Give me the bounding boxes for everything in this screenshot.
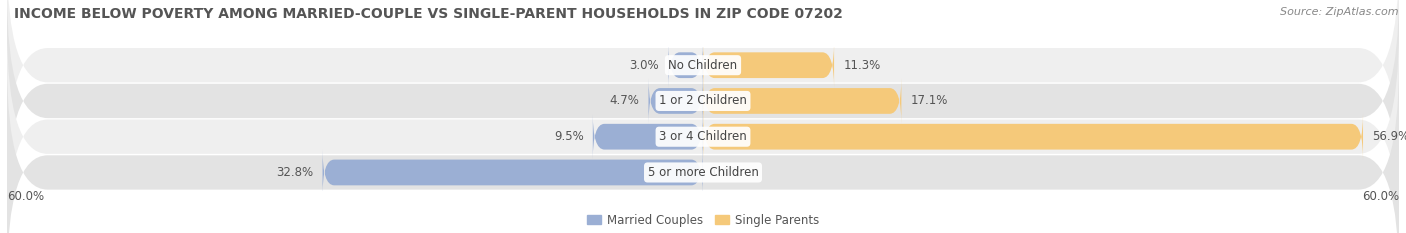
FancyBboxPatch shape bbox=[322, 150, 703, 195]
FancyBboxPatch shape bbox=[7, 65, 1399, 233]
Text: 60.0%: 60.0% bbox=[1362, 190, 1399, 203]
Text: 1 or 2 Children: 1 or 2 Children bbox=[659, 94, 747, 107]
Text: 9.5%: 9.5% bbox=[554, 130, 583, 143]
FancyBboxPatch shape bbox=[668, 42, 703, 88]
Text: 3.0%: 3.0% bbox=[630, 59, 659, 72]
Text: 17.1%: 17.1% bbox=[911, 94, 948, 107]
Text: 56.9%: 56.9% bbox=[1372, 130, 1406, 143]
FancyBboxPatch shape bbox=[703, 42, 834, 88]
Text: No Children: No Children bbox=[668, 59, 738, 72]
FancyBboxPatch shape bbox=[593, 114, 703, 160]
Text: 11.3%: 11.3% bbox=[844, 59, 880, 72]
FancyBboxPatch shape bbox=[7, 0, 1399, 209]
FancyBboxPatch shape bbox=[648, 78, 703, 124]
Text: 3 or 4 Children: 3 or 4 Children bbox=[659, 130, 747, 143]
Text: 5 or more Children: 5 or more Children bbox=[648, 166, 758, 179]
Text: INCOME BELOW POVERTY AMONG MARRIED-COUPLE VS SINGLE-PARENT HOUSEHOLDS IN ZIP COD: INCOME BELOW POVERTY AMONG MARRIED-COUPL… bbox=[14, 7, 844, 21]
Text: 60.0%: 60.0% bbox=[7, 190, 44, 203]
FancyBboxPatch shape bbox=[7, 0, 1399, 173]
Text: 4.7%: 4.7% bbox=[609, 94, 640, 107]
FancyBboxPatch shape bbox=[703, 78, 901, 124]
Text: 32.8%: 32.8% bbox=[276, 166, 314, 179]
Text: Source: ZipAtlas.com: Source: ZipAtlas.com bbox=[1281, 7, 1399, 17]
FancyBboxPatch shape bbox=[7, 29, 1399, 233]
FancyBboxPatch shape bbox=[703, 114, 1362, 160]
Text: 0.0%: 0.0% bbox=[713, 166, 742, 179]
Legend: Married Couples, Single Parents: Married Couples, Single Parents bbox=[582, 209, 824, 231]
